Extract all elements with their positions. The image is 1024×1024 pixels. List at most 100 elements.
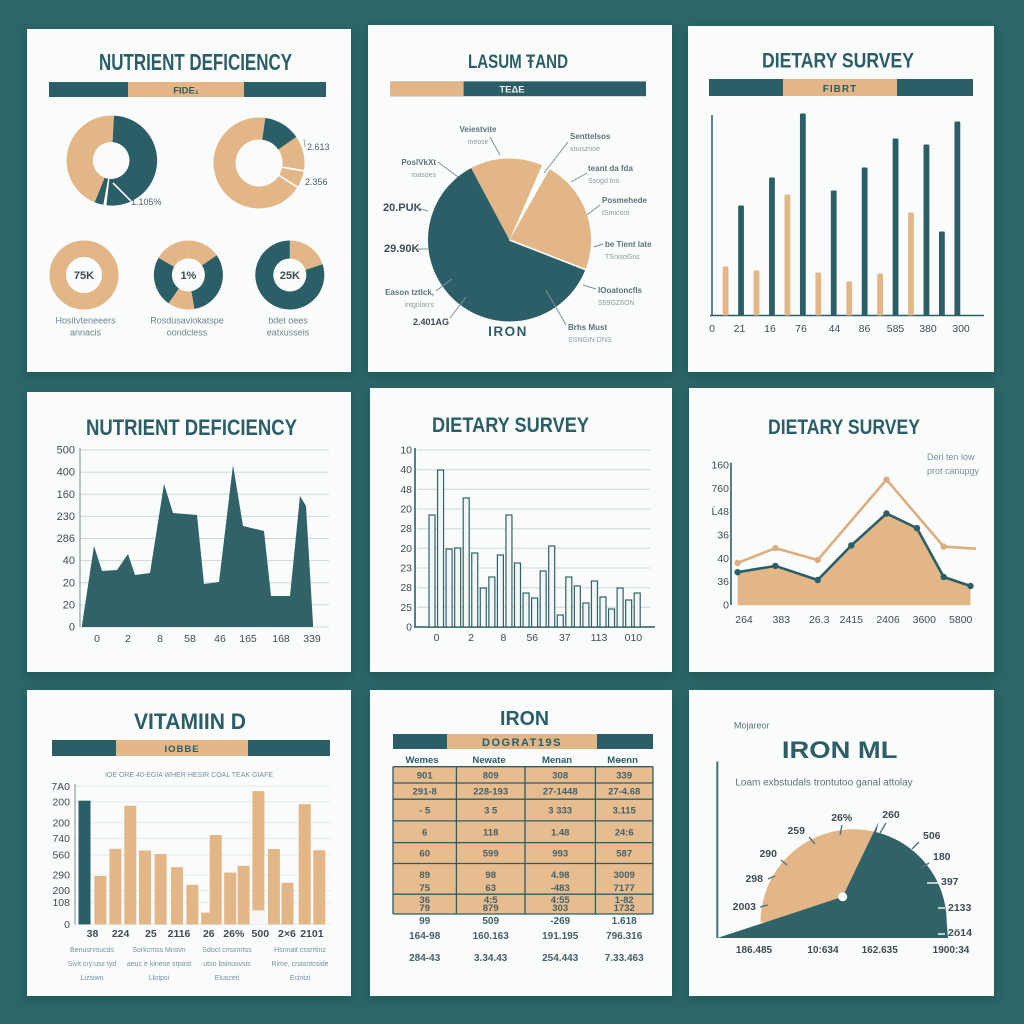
svg-text:3600: 3600 [913, 614, 937, 626]
svg-text:10:634: 10:634 [807, 945, 839, 956]
svg-text:75: 75 [419, 883, 430, 894]
svg-text:Sivit cry:usz tyd: Sivit cry:usz tyd [68, 961, 117, 968]
svg-text:200: 200 [52, 885, 70, 897]
svg-text:4:5: 4:5 [484, 895, 498, 906]
svg-text:25: 25 [400, 602, 412, 614]
svg-text:2406: 2406 [876, 614, 900, 626]
svg-text:160: 160 [711, 460, 729, 472]
svg-text:0: 0 [69, 622, 75, 634]
svg-text:21: 21 [734, 323, 746, 335]
svg-text:380: 380 [919, 323, 937, 335]
svg-text:264: 264 [735, 614, 753, 626]
svg-text:-483: -483 [551, 883, 570, 894]
svg-text:1900:34: 1900:34 [933, 945, 970, 956]
svg-text:Lkripsi: Lkripsi [149, 975, 170, 982]
svg-text:200: 200 [52, 796, 70, 808]
svg-text:Hositvteneeers: Hositvteneeers [55, 316, 116, 326]
svg-text:7.33.463: 7.33.463 [605, 953, 644, 964]
svg-text:2: 2 [125, 633, 131, 645]
svg-text:3009: 3009 [614, 870, 635, 881]
svg-text:400: 400 [57, 467, 75, 479]
svg-text:500: 500 [252, 928, 270, 940]
svg-text:160.163: 160.163 [473, 931, 510, 942]
svg-text:FIBRT: FIBRT [823, 84, 857, 95]
svg-text:2133: 2133 [948, 902, 972, 914]
svg-text:Deri ten low: Deri ten low [927, 452, 975, 462]
svg-text:500: 500 [57, 445, 75, 457]
svg-text:230: 230 [57, 511, 75, 523]
svg-text:36: 36 [717, 530, 729, 542]
svg-text:utso bsinusvsis: utso bsinusvsis [203, 961, 251, 968]
svg-text:DIETARY SURVEY: DIETARY SURVEY [768, 416, 920, 439]
svg-text:339: 339 [303, 633, 321, 645]
svg-text:IRON: IRON [500, 708, 549, 730]
svg-text:aeuc e kinese srpast: aeuc e kinese srpast [127, 961, 191, 968]
svg-text:prot canupgy: prot canupgy [927, 466, 980, 476]
svg-text:44: 44 [829, 323, 841, 335]
svg-text:25K: 25K [280, 270, 300, 282]
svg-text:79: 79 [419, 903, 430, 914]
svg-text:298: 298 [745, 873, 763, 885]
svg-text:63: 63 [485, 883, 496, 894]
svg-text:FIDE₁: FIDE₁ [173, 86, 199, 97]
svg-text:506: 506 [923, 830, 941, 842]
svg-text:IOBBE: IOBBE [164, 744, 199, 755]
svg-text:DIETARY SURVEY: DIETARY SURVEY [762, 50, 914, 73]
svg-text:1.48: 1.48 [551, 827, 570, 838]
svg-text:Ssogd tno: Ssogd tno [588, 178, 620, 185]
svg-text:tSmicont: tSmicont [602, 210, 629, 217]
svg-text:397: 397 [941, 876, 959, 888]
svg-text:36: 36 [717, 576, 729, 588]
svg-text:2.401AG: 2.401AG [413, 317, 449, 327]
svg-text:be Tient late: be Tient late [605, 240, 652, 249]
svg-text:0: 0 [406, 622, 412, 634]
svg-text:2ӧ14: 2ӧ14 [948, 927, 972, 939]
svg-text:27-1448: 27-1448 [543, 787, 578, 798]
svg-text:48: 48 [400, 484, 412, 496]
svg-text:IOE ORE 40-EGIA WHER HESIR COA: IOE ORE 40-EGIA WHER HESIR COAL TEAK GIA… [105, 772, 273, 779]
svg-text:28: 28 [400, 523, 412, 535]
svg-text:28: 28 [400, 582, 412, 594]
svg-text:168: 168 [272, 633, 290, 645]
svg-text:VITAMIIN D: VITAMIIN D [134, 709, 246, 734]
svg-text:0: 0 [94, 633, 100, 645]
svg-text:26: 26 [203, 928, 215, 940]
svg-text:38: 38 [87, 928, 99, 940]
svg-text:DOGRAT19S: DOGRAT19S [482, 737, 562, 749]
svg-text:IRON: IRON [488, 324, 528, 339]
svg-text:3 5: 3 5 [484, 806, 498, 817]
svg-text:303: 303 [552, 903, 568, 914]
svg-text:1.105%: 1.105% [131, 197, 162, 207]
svg-text:23: 23 [400, 563, 412, 575]
svg-text:8: 8 [157, 633, 163, 645]
svg-text:383: 383 [773, 614, 791, 626]
svg-text:286: 286 [57, 533, 75, 545]
svg-text:560: 560 [52, 850, 70, 862]
svg-text:20: 20 [63, 599, 75, 611]
svg-text:2101: 2101 [300, 928, 324, 940]
svg-text:Rime, cnasntcside: Rime, cnasntcside [271, 961, 328, 968]
svg-text:Eason tztlck,: Eason tztlck, [385, 288, 434, 297]
svg-text:Posmehede: Posmehede [602, 196, 647, 205]
svg-text:teant da fda: teant da fda [588, 164, 633, 173]
svg-text:587: 587 [616, 849, 632, 860]
svg-text:509: 509 [482, 916, 499, 927]
svg-text:796.316: 796.316 [606, 931, 643, 942]
svg-text:339: 339 [616, 770, 632, 781]
svg-text:2116: 2116 [168, 928, 191, 940]
svg-text:intgnlan's: intgnlan's [405, 302, 435, 309]
svg-text:5800: 5800 [949, 614, 973, 626]
svg-text:IOoatoncfls: IOoatoncfls [598, 286, 643, 295]
svg-text:SSNGIN DNS: SSNGIN DNS [568, 337, 612, 344]
svg-text:oondcless: oondcless [167, 328, 208, 338]
svg-text:Senttelsos: Senttelsos [570, 132, 611, 141]
svg-text:S59GZ6ON: S59GZ6ON [598, 300, 635, 307]
svg-text:25: 25 [145, 928, 157, 940]
svg-text:roasoes: roasoes [411, 172, 436, 179]
svg-text:86: 86 [859, 323, 871, 335]
svg-text:29.90K: 29.90K [384, 243, 420, 255]
svg-text:308: 308 [552, 770, 568, 781]
svg-text:162.635: 162.635 [862, 945, 899, 956]
svg-text:7А0: 7А0 [51, 781, 70, 793]
svg-text:4.98: 4.98 [551, 870, 570, 881]
